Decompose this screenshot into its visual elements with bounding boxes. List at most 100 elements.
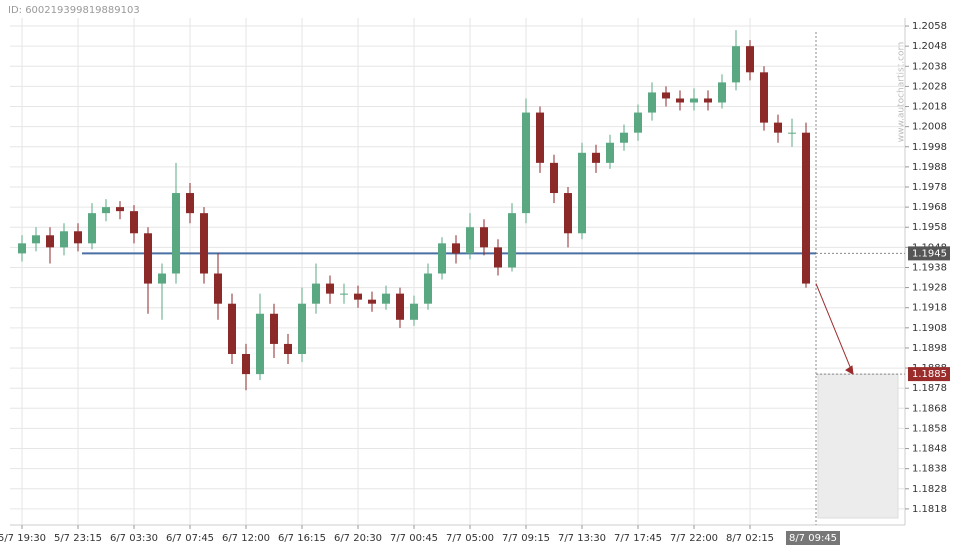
- candle-body: [326, 283, 334, 294]
- candle-body: [536, 112, 544, 163]
- candle-body: [382, 293, 390, 304]
- candle-body: [676, 98, 684, 103]
- candle-body: [158, 273, 166, 284]
- x-tick-label: 6/7 03:30: [110, 533, 158, 544]
- candle-body: [32, 235, 40, 244]
- target-tag: [908, 367, 950, 382]
- level-tag: [908, 246, 950, 261]
- candle-body: [228, 303, 236, 354]
- x-tick-label: 7/7 22:00: [670, 533, 718, 544]
- candle-body: [144, 233, 152, 284]
- candle-body: [774, 122, 782, 133]
- y-tick-label: 1.1818: [912, 504, 947, 515]
- candle-body: [438, 243, 446, 274]
- x-tick-label: 6/7 16:15: [278, 533, 326, 544]
- x-tick-label: 6/7 12:00: [222, 533, 270, 544]
- x-tick-label: 5/7 19:30: [0, 533, 46, 544]
- candle-body: [242, 353, 250, 375]
- y-tick-label: 1.1998: [912, 142, 947, 153]
- current-time-label: 8/7 09:45: [789, 533, 837, 544]
- candle-body: [396, 293, 404, 320]
- current-time-tag: [786, 531, 840, 545]
- candle-body: [620, 132, 628, 143]
- y-tick-label: 1.2048: [912, 41, 947, 52]
- level-label: 1.1945: [912, 248, 947, 259]
- y-tick-label: 1.1868: [912, 403, 947, 414]
- candle-body: [298, 303, 306, 354]
- x-tick-label: 6/7 07:45: [166, 533, 214, 544]
- y-tick-label: 1.1828: [912, 484, 947, 495]
- x-tick-label: 7/7 00:45: [390, 533, 438, 544]
- y-tick-label: 1.1938: [912, 262, 947, 273]
- candle-body: [354, 293, 362, 300]
- candle-body: [60, 231, 68, 248]
- x-tick-label: 7/7 17:45: [614, 533, 662, 544]
- forecast-zone: [817, 373, 899, 519]
- y-tick-label: 1.1978: [912, 182, 947, 193]
- candle-body: [592, 152, 600, 163]
- candle-body: [466, 227, 474, 254]
- y-tick-label: 1.2008: [912, 122, 947, 133]
- y-tick-label: 1.1918: [912, 303, 947, 314]
- x-tick-label: 6/7 20:30: [334, 533, 382, 544]
- y-tick-label: 1.1848: [912, 444, 947, 455]
- candle-body: [74, 231, 82, 244]
- candle-body: [564, 193, 572, 234]
- y-tick-label: 1.1898: [912, 343, 947, 354]
- x-tick-label: 7/7 13:30: [558, 533, 606, 544]
- x-tick-label: 7/7 05:00: [446, 533, 494, 544]
- candle-body: [508, 213, 516, 268]
- candle-body: [802, 132, 810, 284]
- candle-body: [368, 299, 376, 304]
- x-tick-label: 8/7 02:15: [726, 533, 774, 544]
- y-tick-label: 1.2028: [912, 81, 947, 92]
- arrow-head: [845, 365, 854, 375]
- y-tick-label: 1.1928: [912, 283, 947, 294]
- candle-body: [410, 303, 418, 320]
- candle-body: [746, 46, 754, 73]
- y-tick-label: 1.1958: [912, 222, 947, 233]
- x-tick-label: 5/7 23:15: [54, 533, 102, 544]
- target-label: 1.1885: [912, 369, 947, 380]
- x-tick-label: 7/7 09:15: [502, 533, 550, 544]
- candle-body: [172, 193, 180, 274]
- watermark: www.autochartist.com: [897, 42, 907, 143]
- candle-body: [18, 243, 26, 254]
- candle-body: [480, 227, 488, 248]
- candle-body: [494, 247, 502, 268]
- y-tick-label: 1.1988: [912, 162, 947, 173]
- candle-body: [522, 112, 530, 214]
- candle-body: [760, 72, 768, 123]
- candle-body: [284, 343, 292, 354]
- candle-body: [130, 211, 138, 234]
- y-tick-label: 1.1858: [912, 423, 947, 434]
- candle-body: [606, 142, 614, 163]
- candle-body: [312, 283, 320, 304]
- candle-body: [788, 132, 796, 134]
- y-tick-label: 1.2018: [912, 102, 947, 113]
- candle-body: [704, 98, 712, 103]
- candle-body: [452, 243, 460, 254]
- candle-body: [102, 207, 110, 214]
- y-tick-label: 1.2058: [912, 21, 947, 32]
- candle-body: [88, 213, 96, 244]
- candle-body: [340, 293, 348, 295]
- candle-body: [718, 82, 726, 103]
- y-tick-label: 1.1838: [912, 464, 947, 475]
- y-tick-label: 1.1968: [912, 202, 947, 213]
- candle-body: [634, 112, 642, 133]
- candle-body: [214, 273, 222, 304]
- candle-body: [270, 313, 278, 344]
- candle-body: [186, 193, 194, 214]
- candle-body: [256, 313, 264, 375]
- chart-id: ID: 600219399819889103: [8, 5, 140, 16]
- candle-body: [116, 207, 124, 212]
- candle-body: [46, 235, 54, 248]
- candle-body: [200, 213, 208, 274]
- candle-body: [662, 92, 670, 99]
- candle-body: [550, 162, 558, 194]
- y-tick-label: 1.1908: [912, 323, 947, 334]
- forecast-arrow: [815, 283, 854, 375]
- candle-body: [732, 46, 740, 83]
